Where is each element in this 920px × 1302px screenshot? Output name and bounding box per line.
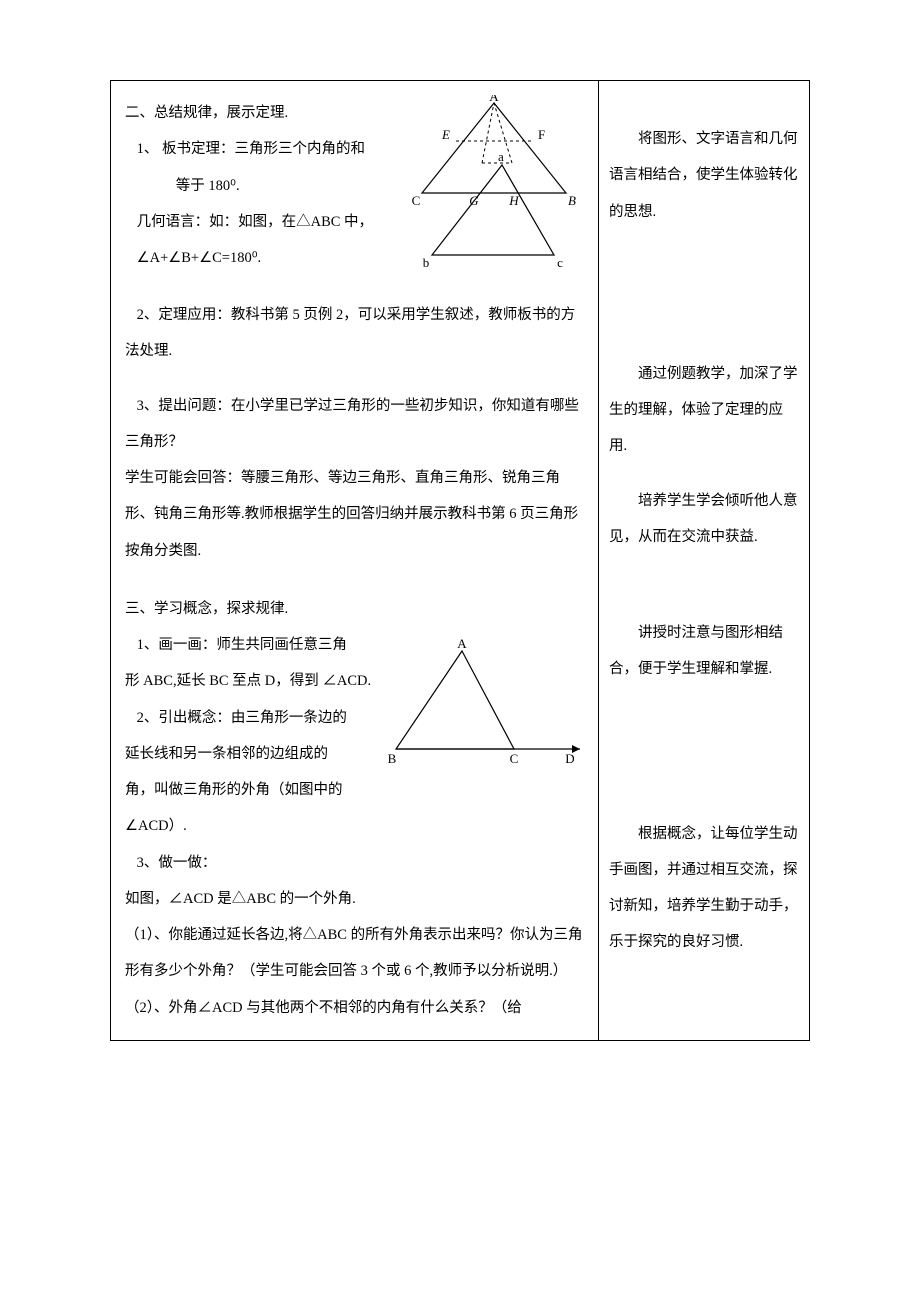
s3-item3-q1: （1）、你能通过延长各边,将△ABC 的所有外角表示出来吗？你认为三角形有多少个… [125, 917, 584, 990]
fig1-label-b-low: b [423, 255, 430, 270]
fig1-label-a-mid: a [498, 149, 504, 164]
fig1-label-h: H [508, 193, 519, 208]
figure-1-wrap: A E F a C G H B b c [404, 95, 584, 275]
left-column: A E F a C G H B b c 二、总结规律，展示定理. 1、 板书定理… [111, 81, 599, 1040]
page: A E F a C G H B b c 二、总结规律，展示定理. 1、 板书定理… [0, 0, 920, 1101]
fig1-label-g: G [469, 193, 479, 208]
fig2-label-c: C [510, 751, 519, 766]
fig1-label-e: E [441, 127, 450, 142]
figure-2: A B C D [384, 637, 584, 767]
right-note-4: 讲授时注意与图形相结合，便于学生理解和掌握. [609, 615, 799, 688]
right-note-3: 培养学生学会倾听他人意见，从而在交流中获益. [609, 483, 799, 556]
fig1-label-b-right: B [568, 193, 576, 208]
s2-item3-line1: 3、提出问题：在小学里已学过三角形的一些初步知识，你知道有哪些三角形？ [125, 388, 584, 461]
s3-item3-q2: （2）、外角∠ACD 与其他两个不相邻的内角有什么关系？（给 [125, 990, 584, 1026]
s2-item3-line2: 学生可能会回答：等腰三角形、等边三角形、直角三角形、锐角三角形、钝角三角形等.教… [125, 460, 584, 569]
right-note-2: 通过例题教学，加深了学生的理解，体验了定理的应用. [609, 356, 799, 465]
figure-2-wrap: A B C D [384, 637, 584, 767]
section-3-title: 三、学习概念，探求规律. [125, 591, 584, 627]
figure-1: A E F a C G H B b c [404, 95, 584, 275]
s3-item2-l4: ∠ACD）. [125, 808, 584, 844]
fig2-label-d: D [565, 751, 574, 766]
s3-item2-l3: 角，叫做三角形的外角（如图中的 [125, 772, 584, 808]
right-column: 将图形、文字语言和几何语言相结合，使学生体验转化的思想. 通过例题教学，加深了学… [599, 81, 809, 1040]
s3-item3-l1: 如图，∠ACD 是△ABC 的一个外角. [125, 881, 584, 917]
two-column-table: A E F a C G H B b c 二、总结规律，展示定理. 1、 板书定理… [110, 80, 810, 1041]
fig1-label-f: F [538, 127, 545, 142]
right-note-1: 将图形、文字语言和几何语言相结合，使学生体验转化的思想. [609, 121, 799, 230]
fig1-label-c-low: c [557, 255, 563, 270]
fig1-label-c-left: C [412, 193, 421, 208]
s3-item3-h: 3、做一做： [125, 845, 584, 881]
fig2-label-a: A [457, 637, 467, 651]
s2-item2: 2、定理应用：教科书第 5 页例 2，可以采用学生叙述，教师板书的方法处理. [125, 297, 584, 370]
right-note-5: 根据概念，让每位学生动手画图，并通过相互交流，探讨新知，培养学生勤于动手，乐于探… [609, 816, 799, 961]
fig1-label-a-top: A [489, 95, 499, 104]
fig2-label-b: B [388, 751, 397, 766]
